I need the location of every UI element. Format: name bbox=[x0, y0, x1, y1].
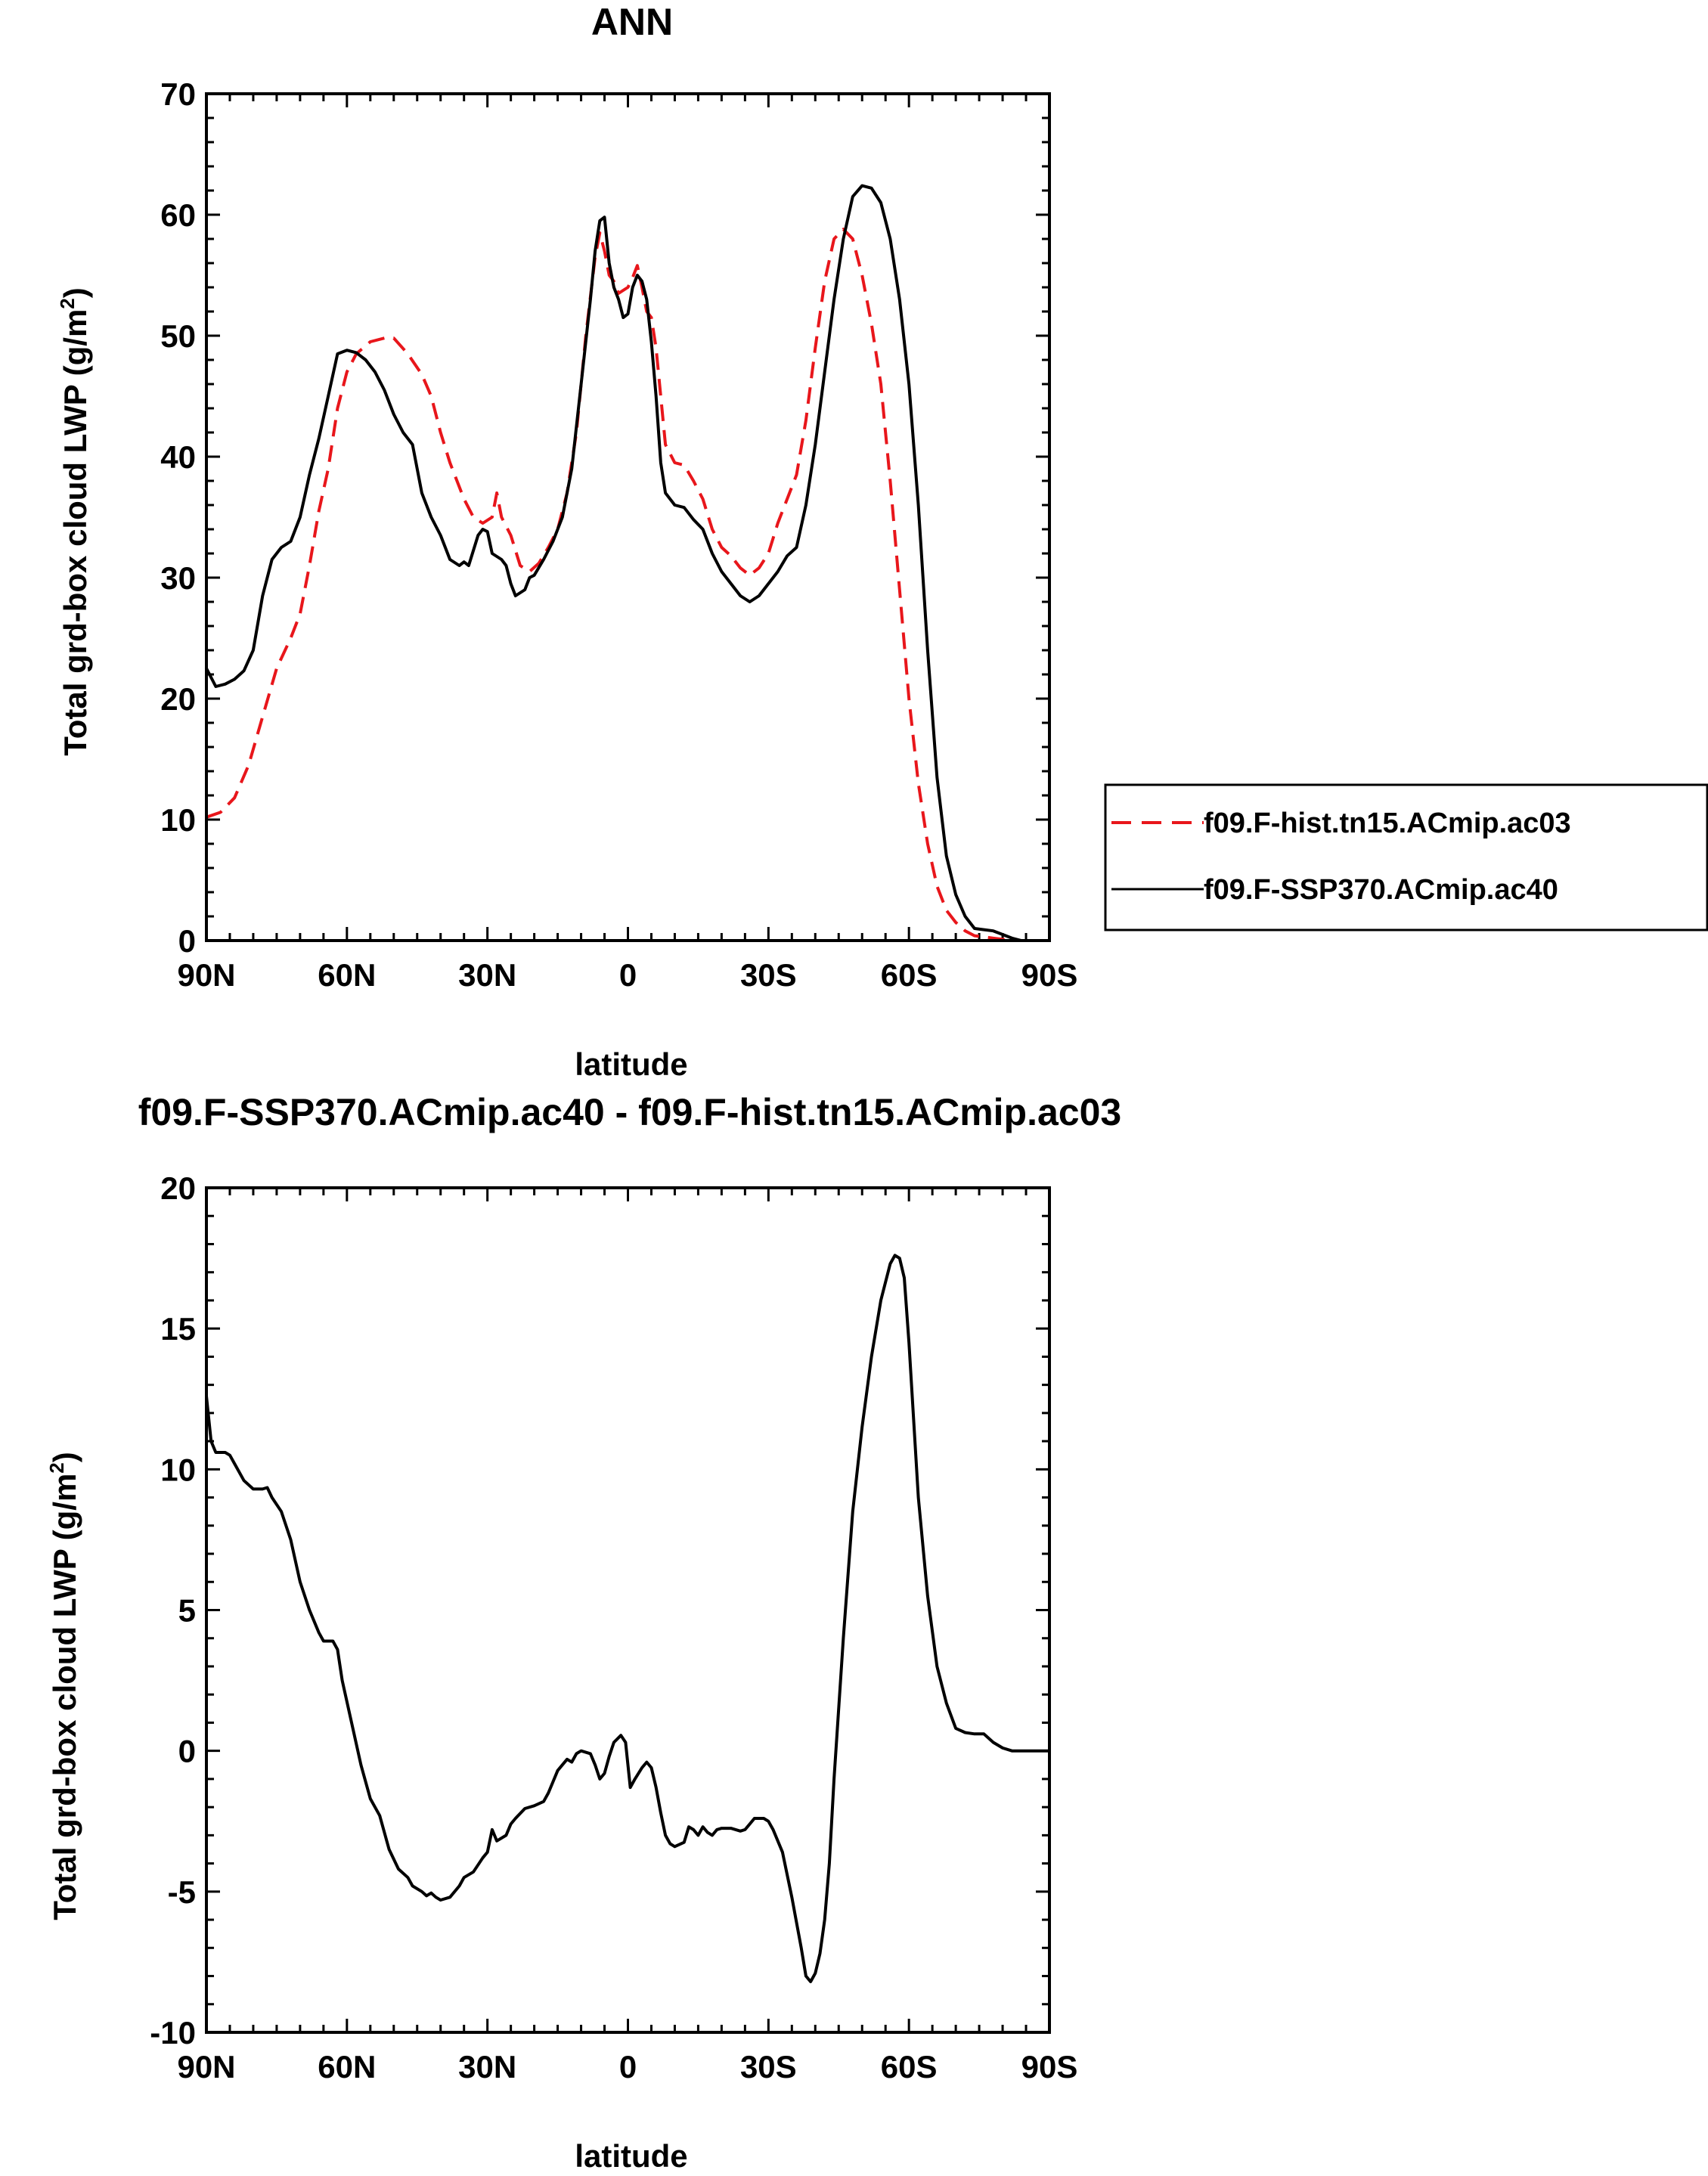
legend-label-ssp370: f09.F-SSP370.ACmip.ac40 bbox=[1204, 874, 1558, 906]
y-tick-label: 10 bbox=[160, 802, 196, 838]
plot-frame bbox=[205, 1186, 1051, 2034]
x-tick-label: 90S bbox=[1021, 2049, 1078, 2085]
y-tick-labels: 0 10 20 30 40 50 60 70 bbox=[160, 76, 196, 959]
y-axis-title-superscript: 2 bbox=[45, 1462, 68, 1473]
annual-mean-chart: ANN 90N 60N 30N 0 30S 60S 90S 010203040506070 … bbox=[56, 1, 1708, 1082]
series-line-difference bbox=[205, 1254, 1051, 1983]
y-tick-label: 20 bbox=[160, 1170, 196, 1206]
series-group bbox=[205, 184, 1051, 942]
y-tick-label: 10 bbox=[160, 1452, 196, 1487]
y-tick-label: 40 bbox=[160, 439, 196, 475]
x-tick-labels: 90N 60N 30N 0 30S 60S 90S bbox=[177, 2049, 1077, 2085]
x-tick-label: 30N bbox=[458, 957, 516, 993]
y-axis-title: Total grd-box cloud LWP (g/m2) bbox=[45, 1452, 82, 1920]
x-axis-title: latitude bbox=[575, 1046, 687, 1082]
x-tick-label: 30S bbox=[740, 2049, 797, 2085]
y-tick-label: -5 bbox=[168, 1874, 196, 1910]
y-axis-title: Total grd-box cloud LWP (g/m2) bbox=[56, 287, 93, 756]
x-tick-label: 60S bbox=[881, 2049, 938, 2085]
y-tick-label: 5 bbox=[178, 1593, 196, 1629]
y-tick-label: 70 bbox=[160, 76, 196, 112]
y-axis-title-main: Total grd-box cloud LWP (g/m bbox=[47, 1474, 82, 1920]
y-tick-label: 0 bbox=[178, 1734, 196, 1769]
y-tick-label: 0 bbox=[178, 923, 196, 959]
legend: f09.F-hist.tn15.ACmip.ac03 f09.F-SSP370.… bbox=[1104, 783, 1708, 931]
x-tick-label: 30N bbox=[458, 2049, 516, 2085]
y-tick-label: 50 bbox=[160, 318, 196, 354]
x-axis-title: latitude bbox=[575, 2138, 687, 2174]
chart-title: ANN bbox=[591, 1, 673, 43]
x-tick-label: 90N bbox=[177, 2049, 235, 2085]
y-axis-title-suffix: ) bbox=[47, 1452, 82, 1462]
series-line-f09.F-hist.tn15.ACmip.ac03 bbox=[206, 228, 1049, 942]
legend-label-hist: f09.F-hist.tn15.ACmip.ac03 bbox=[1204, 807, 1571, 839]
x-tick-label: 60N bbox=[318, 2049, 376, 2085]
x-tick-label: 60N bbox=[318, 957, 376, 993]
y-tick-label: 20 bbox=[160, 681, 196, 717]
plot-frame bbox=[205, 92, 1051, 942]
y-tick-label: 30 bbox=[160, 560, 196, 596]
y-axis-title-superscript: 2 bbox=[56, 298, 79, 308]
y-axis-title-suffix: ) bbox=[57, 287, 93, 298]
y-tick-label: 60 bbox=[160, 197, 196, 233]
x-tick-label: 0 bbox=[619, 2049, 637, 2085]
x-tick-label: 0 bbox=[619, 957, 637, 993]
series-line-f09.F-SSP370.ACmip.ac40 bbox=[205, 184, 1051, 942]
x-tick-label: 60S bbox=[881, 957, 938, 993]
x-tick-label: 30S bbox=[740, 957, 797, 993]
x-tick-labels: 90N 60N 30N 0 30S 60S 90S bbox=[177, 957, 1077, 993]
x-tick-label: 90N bbox=[177, 957, 235, 993]
chart-title: f09.F-SSP370.ACmip.ac40 - f09.F-hist.tn1… bbox=[138, 1091, 1121, 1133]
y-axis-title-main: Total grd-box cloud LWP (g/m bbox=[57, 309, 93, 756]
legend-box bbox=[1104, 783, 1708, 931]
difference-chart: f09.F-SSP370.ACmip.ac40 - f09.F-hist.tn1… bbox=[45, 1091, 1121, 2174]
series-group bbox=[205, 1254, 1051, 1983]
x-tick-label: 90S bbox=[1021, 957, 1078, 993]
y-tick-labels: -10 -5 0 5 10 15 20 bbox=[150, 1170, 196, 2050]
y-tick-label: -10 bbox=[150, 2015, 196, 2050]
y-tick-label: 15 bbox=[160, 1311, 196, 1347]
